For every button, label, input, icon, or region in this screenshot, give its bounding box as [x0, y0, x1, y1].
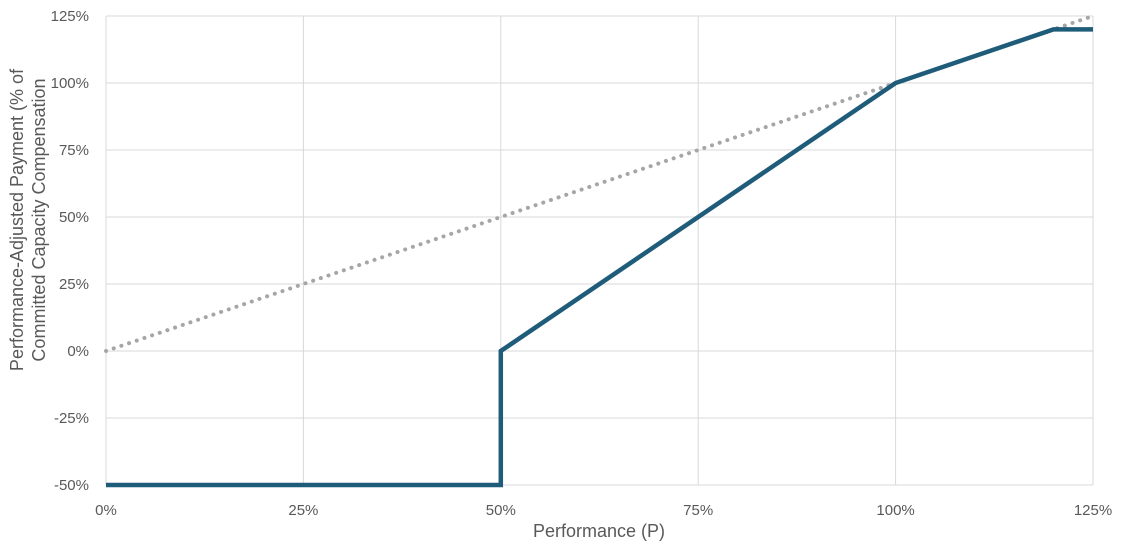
gridlines	[105, 15, 1094, 486]
y-tick-label: -25%	[54, 410, 89, 427]
x-tick-label: 125%	[1074, 502, 1112, 519]
y-tick-labels: 125% 100% 75% 50% 25% 0% -25% -50%	[51, 8, 89, 494]
y-tick-label: 0%	[67, 343, 89, 360]
y-tick-label: 50%	[59, 209, 89, 226]
series-line-solid	[106, 27, 1093, 488]
x-axis-title: Performance (P)	[533, 521, 665, 541]
y-axis-title-line2: Committed Capacity Compensation	[29, 78, 49, 361]
y-tick-label: 75%	[59, 142, 89, 159]
x-tick-labels: 0% 25% 50% 75% 100% 125%	[95, 502, 1112, 519]
y-tick-label: 100%	[51, 75, 89, 92]
x-tick-label: 25%	[288, 502, 318, 519]
x-tick-label: 75%	[683, 502, 713, 519]
x-tick-label: 100%	[876, 502, 914, 519]
y-tick-label: 125%	[51, 8, 89, 25]
y-tick-label: -50%	[54, 477, 89, 494]
series-layer	[104, 14, 1095, 488]
y-axis-title-line1: Performance-Adjusted Payment (% of	[7, 68, 27, 371]
x-tick-label: 50%	[486, 502, 516, 519]
y-tick-label: 25%	[59, 276, 89, 293]
y-axis-title: Performance-Adjusted Payment (% of Commi…	[7, 68, 49, 371]
x-tick-label: 0%	[95, 502, 117, 519]
